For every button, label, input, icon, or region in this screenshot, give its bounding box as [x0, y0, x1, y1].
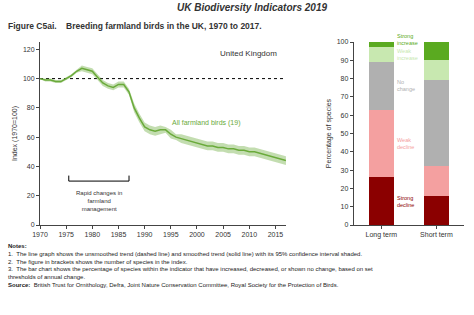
svg-text:Weakincrease: Weakincrease	[397, 48, 418, 61]
svg-text:Short term: Short term	[420, 231, 453, 238]
svg-text:Weakdecline: Weakdecline	[397, 137, 414, 150]
svg-text:10: 10	[341, 203, 349, 210]
svg-text:Nochange: Nochange	[397, 79, 415, 92]
svg-text:Rapid changes infarmlandmanage: Rapid changes infarmlandmanagement	[76, 190, 122, 212]
svg-text:20: 20	[27, 192, 35, 199]
svg-text:Strongincrease: Strongincrease	[397, 33, 418, 46]
svg-text:0: 0	[344, 221, 348, 228]
svg-text:All farmland birds (19): All farmland birds (19)	[172, 119, 240, 127]
svg-text:1995: 1995	[163, 231, 179, 238]
svg-text:Long term: Long term	[366, 231, 398, 239]
svg-text:United Kingdom: United Kingdom	[220, 49, 277, 58]
svg-text:UK Biodiversity Indicators 201: UK Biodiversity Indicators 2019	[177, 2, 327, 13]
svg-text:80: 80	[341, 75, 349, 82]
svg-text:80: 80	[27, 104, 35, 111]
svg-text:Percentage of species: Percentage of species	[325, 98, 333, 168]
svg-text:Index (1970=100): Index (1970=100)	[11, 106, 19, 161]
svg-text:2010: 2010	[242, 231, 258, 238]
svg-text:1975: 1975	[58, 231, 74, 238]
svg-text:1990: 1990	[137, 231, 153, 238]
svg-text:60: 60	[341, 112, 349, 119]
svg-text:Figure C5ai. Breeding farml: Figure C5ai. Breeding farmland birds in …	[8, 21, 262, 31]
svg-text:90: 90	[341, 57, 349, 64]
svg-text:20: 20	[341, 185, 349, 192]
svg-text:50: 50	[341, 130, 349, 137]
svg-text:1980: 1980	[85, 231, 101, 238]
svg-text:0: 0	[31, 221, 35, 228]
svg-text:1985: 1985	[111, 231, 127, 238]
svg-text:Notes:1. The line graph shows: Notes:1. The line graph shows the unsmoo…	[8, 243, 373, 288]
svg-text:40: 40	[341, 148, 349, 155]
svg-text:Strongdecline: Strongdecline	[397, 195, 414, 208]
svg-text:1970: 1970	[32, 231, 48, 238]
svg-text:120: 120	[23, 46, 35, 53]
svg-text:2015: 2015	[268, 231, 284, 238]
svg-text:2000: 2000	[189, 231, 205, 238]
svg-text:70: 70	[341, 93, 349, 100]
svg-text:30: 30	[341, 167, 349, 174]
svg-text:100: 100	[23, 75, 35, 82]
svg-text:100: 100	[337, 38, 349, 45]
svg-text:2005: 2005	[215, 231, 231, 238]
svg-text:40: 40	[27, 163, 35, 170]
svg-text:60: 60	[27, 134, 35, 141]
